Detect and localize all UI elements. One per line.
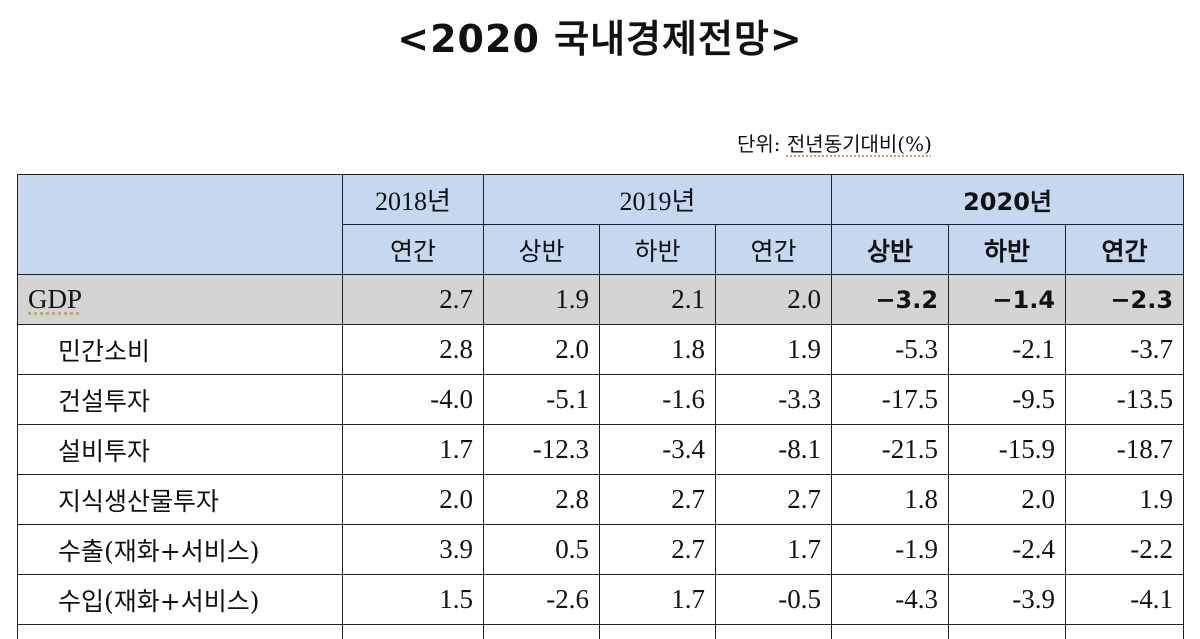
table-cell bbox=[483, 624, 600, 639]
table-cell: 1.7 bbox=[342, 424, 484, 475]
row-label: 수입(재화+서비스) bbox=[17, 574, 343, 625]
table-row: 수출(재화+서비스) 3.9 0.5 2.7 1.7 -1.9 -2.4 -2.… bbox=[17, 524, 1185, 575]
table-cell: 1.7 bbox=[599, 574, 716, 625]
table-cell: -17.5 bbox=[831, 374, 950, 425]
table-cell: -4.3 bbox=[831, 574, 950, 625]
header-row-periods: 연간 상반 하반 연간 상반 하반 연간 bbox=[18, 224, 1185, 275]
table-cell: -5.3 bbox=[831, 324, 950, 375]
table-cell: 3.9 bbox=[342, 524, 484, 575]
table-cell: -2.6 bbox=[483, 574, 600, 625]
table-cell: 2.0 bbox=[948, 474, 1067, 525]
table-cell: -13.5 bbox=[1065, 374, 1185, 425]
table-cell: 2.0 bbox=[342, 474, 484, 525]
table-cell: 1.8 bbox=[831, 474, 950, 525]
table-cell: 1.8 bbox=[599, 324, 716, 375]
row-label: 수출(재화+서비스) bbox=[17, 524, 343, 575]
table-cell: 1.9 bbox=[714, 324, 833, 375]
unit-text: 전년동기대비(%) bbox=[786, 132, 932, 156]
table-row-cut-off bbox=[17, 624, 1185, 639]
header-period: 상반 bbox=[483, 224, 600, 275]
table-cell: -3.7 bbox=[1065, 324, 1185, 375]
table-cell: -2.4 bbox=[948, 524, 1067, 575]
table-row: 설비투자 1.7 -12.3 -3.4 -8.1 -21.5 -15.9 -18… bbox=[17, 424, 1185, 475]
table-cell bbox=[831, 624, 950, 639]
header-year-2020: 2020년 bbox=[831, 174, 1185, 225]
table-cell: -8.1 bbox=[714, 424, 833, 475]
table-cell: -3.4 bbox=[599, 424, 716, 475]
row-label: 민간소비 bbox=[17, 324, 343, 375]
table-cell: 2.8 bbox=[483, 474, 600, 525]
table-cell: -2.2 bbox=[1065, 524, 1185, 575]
table-cell: -3.9 bbox=[948, 574, 1067, 625]
row-label: 설비투자 bbox=[17, 424, 343, 475]
table-cell: -1.9 bbox=[831, 524, 950, 575]
table-cell: -12.3 bbox=[483, 424, 600, 475]
table-cell: 2.0 bbox=[714, 274, 833, 325]
table-cell: -4.1 bbox=[1065, 574, 1185, 625]
header-period: 상반 bbox=[831, 224, 950, 275]
table-cell: -5.1 bbox=[483, 374, 600, 425]
table-cell: -18.7 bbox=[1065, 424, 1185, 475]
table-cell bbox=[17, 624, 343, 639]
table-cell bbox=[714, 624, 833, 639]
table-cell: 2.7 bbox=[599, 524, 716, 575]
header-period: 연간 bbox=[342, 224, 484, 275]
header-year-2019: 2019년 bbox=[482, 174, 833, 225]
table-cell: 2.1 bbox=[599, 274, 716, 325]
forecast-table: 2018년 2019년 2020년 연간 상반 하반 연간 상반 하반 연간 G… bbox=[17, 174, 1185, 639]
unit-note: 단위: 전년동기대비(%) bbox=[737, 128, 932, 157]
table-cell: -4.0 bbox=[342, 374, 484, 425]
table-cell: 1.5 bbox=[342, 574, 484, 625]
table-cell: -21.5 bbox=[831, 424, 950, 475]
table-row: 수입(재화+서비스) 1.5 -2.6 1.7 -0.5 -4.3 -3.9 -… bbox=[17, 574, 1185, 625]
row-label: 건설투자 bbox=[17, 374, 343, 425]
table-cell: −2.3 bbox=[1065, 274, 1185, 325]
table-cell bbox=[948, 624, 1067, 639]
page-title: <2020 국내경제전망> bbox=[397, 17, 803, 61]
row-label: GDP bbox=[17, 274, 343, 325]
table-row: 지식생산물투자 2.0 2.8 2.7 2.7 1.8 2.0 1.9 bbox=[17, 474, 1185, 525]
table-row-gdp: GDP 2.7 1.9 2.1 2.0 −3.2 −1.4 −2.3 bbox=[17, 274, 1185, 325]
table-cell: −3.2 bbox=[831, 274, 950, 325]
header-period: 연간 bbox=[714, 224, 833, 275]
table-cell bbox=[1065, 624, 1185, 639]
table-cell: −1.4 bbox=[948, 274, 1067, 325]
table-cell bbox=[342, 624, 484, 639]
table-cell: 1.9 bbox=[483, 274, 600, 325]
header-period: 하반 bbox=[599, 224, 716, 275]
table-cell: 1.9 bbox=[1065, 474, 1185, 525]
table-cell: -1.6 bbox=[599, 374, 716, 425]
header-year-2018: 2018년 bbox=[342, 174, 484, 225]
header-period: 하반 bbox=[948, 224, 1067, 275]
table-cell: 2.7 bbox=[599, 474, 716, 525]
table-cell: -15.9 bbox=[948, 424, 1067, 475]
table-cell: -2.1 bbox=[948, 324, 1067, 375]
table-row: 민간소비 2.8 2.0 1.8 1.9 -5.3 -2.1 -3.7 bbox=[17, 324, 1185, 375]
header-period: 연간 bbox=[1065, 224, 1185, 275]
table-cell: 1.7 bbox=[714, 524, 833, 575]
table-row: 건설투자 -4.0 -5.1 -1.6 -3.3 -17.5 -9.5 -13.… bbox=[17, 374, 1185, 425]
header-corner bbox=[17, 174, 343, 275]
row-label: 지식생산물투자 bbox=[17, 474, 343, 525]
table-cell: -9.5 bbox=[948, 374, 1067, 425]
table-cell: -3.3 bbox=[714, 374, 833, 425]
table-cell: 2.7 bbox=[342, 274, 484, 325]
header-row-years: 2018년 2019년 2020년 bbox=[17, 174, 1185, 275]
table-cell: -0.5 bbox=[714, 574, 833, 625]
table-cell: 2.0 bbox=[483, 324, 600, 375]
unit-prefix: 단위: bbox=[737, 132, 781, 156]
table-cell: 2.8 bbox=[342, 324, 484, 375]
table-cell: 0.5 bbox=[483, 524, 600, 575]
table-cell bbox=[599, 624, 716, 639]
table-cell: 2.7 bbox=[714, 474, 833, 525]
